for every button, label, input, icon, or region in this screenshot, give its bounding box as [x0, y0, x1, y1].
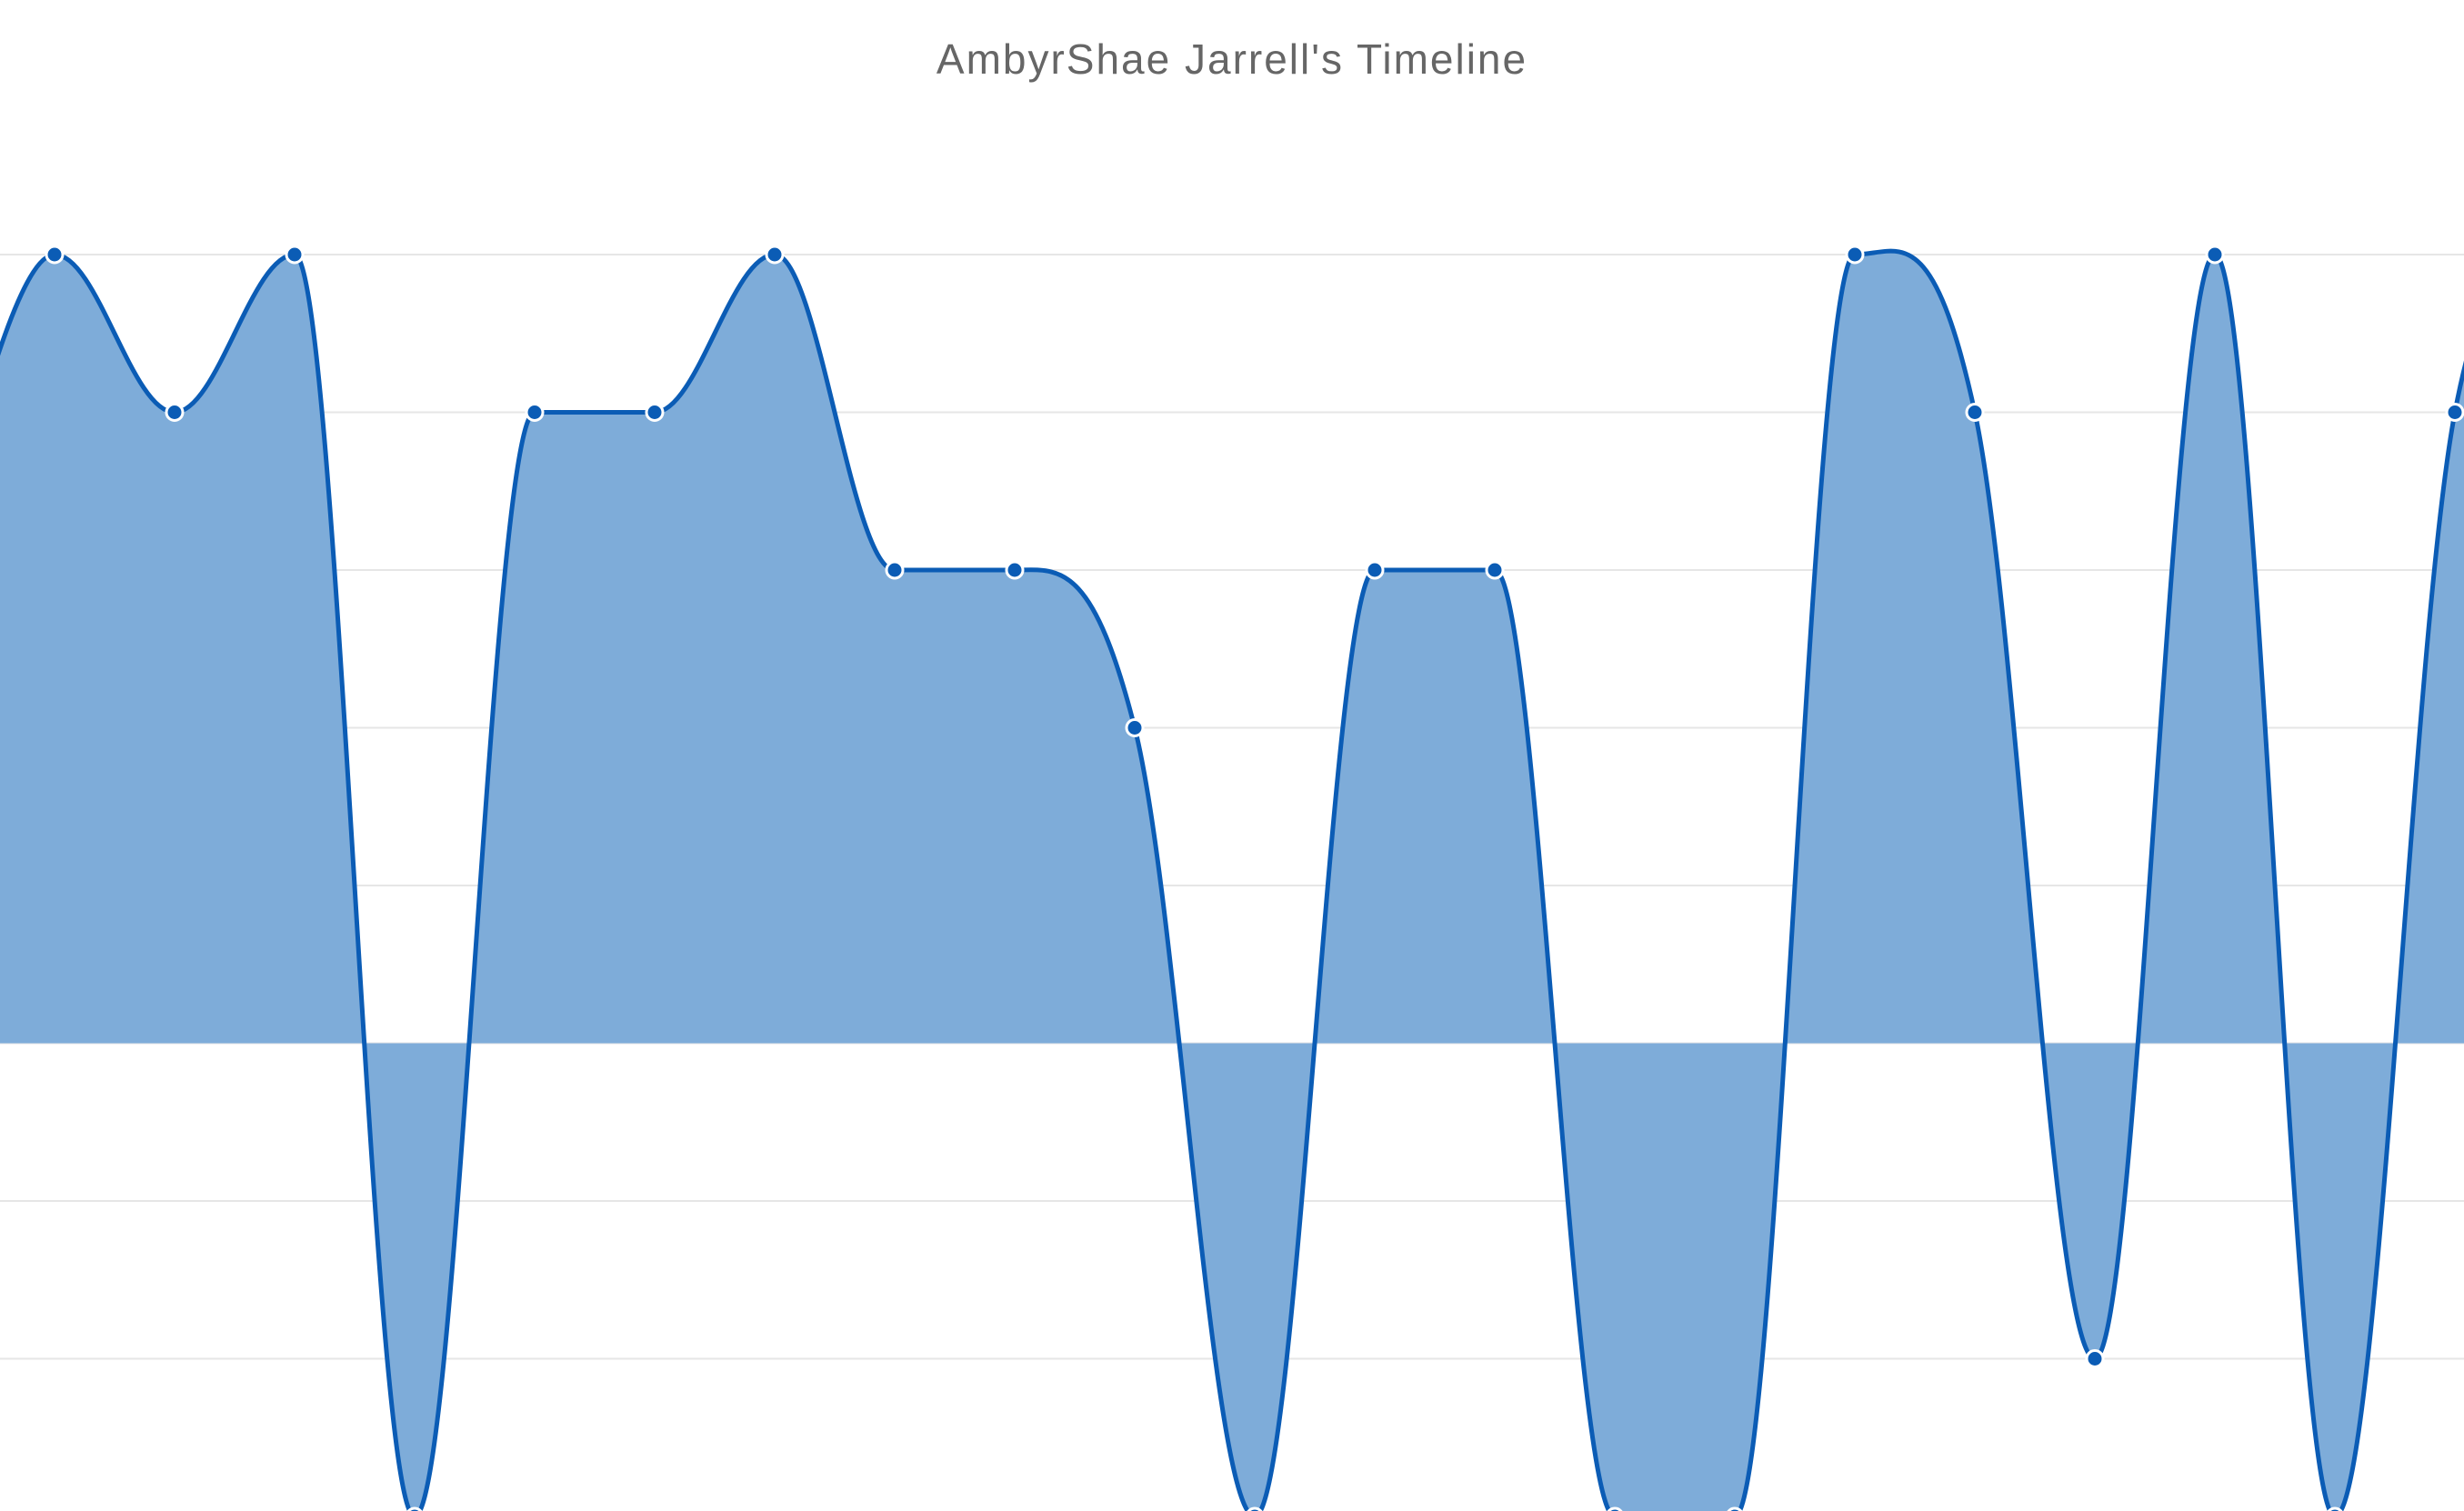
data-point-16[interactable]	[1965, 403, 1985, 422]
data-point-15[interactable]	[1845, 245, 1865, 265]
data-point-4[interactable]	[525, 403, 545, 422]
data-point-20[interactable]	[2445, 403, 2464, 422]
data-point-18[interactable]	[2205, 245, 2225, 265]
data-point-1[interactable]	[165, 403, 185, 422]
data-point-19[interactable]	[2327, 1506, 2343, 1511]
data-point-12[interactable]	[1485, 560, 1505, 580]
data-point-11[interactable]	[1365, 560, 1385, 580]
data-point-13[interactable]	[1607, 1506, 1623, 1511]
data-point-9[interactable]	[1125, 718, 1145, 737]
data-point-7[interactable]	[885, 560, 905, 580]
data-point-8[interactable]	[1005, 560, 1025, 580]
series-area	[0, 251, 2464, 1511]
series-points	[45, 245, 2464, 1511]
data-point-2[interactable]	[285, 245, 305, 265]
data-point-17[interactable]	[2085, 1349, 2105, 1368]
chart-title: AmbyrShae Jarrell's Timeline	[936, 35, 1528, 83]
data-point-14[interactable]	[1727, 1506, 1743, 1511]
data-point-6[interactable]	[765, 245, 785, 265]
data-point-10[interactable]	[1247, 1506, 1263, 1511]
data-point-5[interactable]	[645, 403, 665, 422]
data-point-3[interactable]	[406, 1506, 423, 1511]
data-point-0[interactable]	[45, 245, 65, 265]
